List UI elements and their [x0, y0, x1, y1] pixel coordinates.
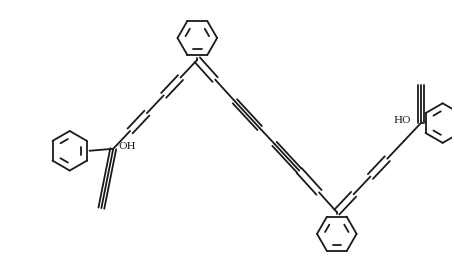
Text: HO: HO [393, 116, 411, 125]
Text: OH: OH [118, 142, 136, 151]
